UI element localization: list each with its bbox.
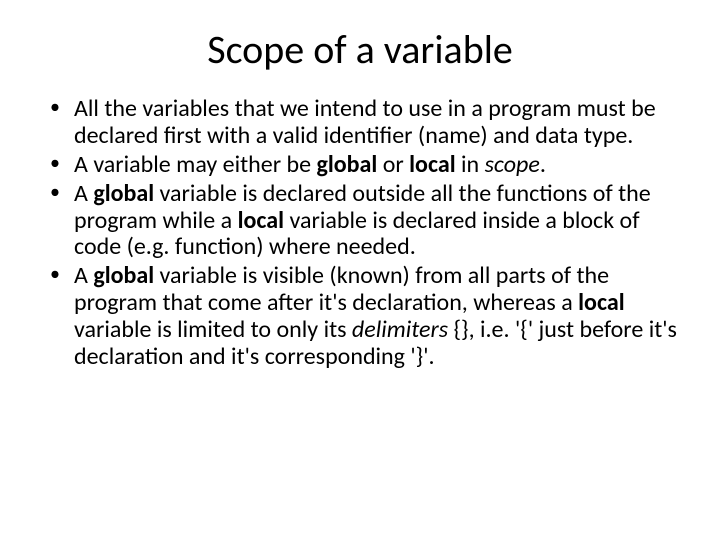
bullet-item: A global variable is visible (known) fro… [50,263,680,371]
text-run: A [74,179,93,208]
text-run: local [238,206,284,235]
slide: Scope of a variable All the variables th… [0,0,720,540]
text-run: local [409,150,455,179]
text-run: global [93,179,154,208]
bullet-item: All the variables that we intend to use … [50,96,680,150]
text-run: variable is limited to only its [74,315,352,344]
text-run: global [316,150,377,179]
text-run: in [456,150,485,179]
text-run: or [377,150,409,179]
slide-title: Scope of a variable [40,28,680,72]
bullet-item: A global variable is declared outside al… [50,181,680,262]
bullet-list: All the variables that we intend to use … [40,96,680,373]
bullet-item: A variable may either be global or local… [50,152,680,179]
text-run: A [74,261,93,290]
text-run: scope [485,150,540,179]
text-run: local [578,288,624,317]
text-run: variable is visible (known) from all par… [74,261,609,317]
text-run: . [540,150,546,179]
text-run: global [93,261,154,290]
text-run: All the variables that we intend to use … [74,94,656,150]
text-run: delimiters [352,315,448,344]
text-run: A variable may either be [74,150,316,179]
